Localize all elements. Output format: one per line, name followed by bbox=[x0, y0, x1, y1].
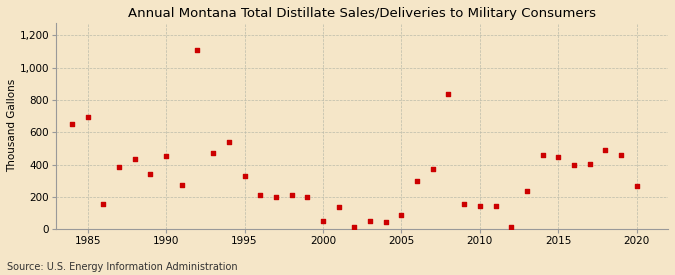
Point bbox=[380, 220, 391, 224]
Point bbox=[537, 153, 548, 157]
Point bbox=[600, 148, 611, 152]
Point bbox=[616, 153, 626, 157]
Point bbox=[98, 202, 109, 206]
Point bbox=[67, 122, 78, 127]
Point bbox=[130, 157, 140, 161]
Point bbox=[223, 140, 234, 144]
Point bbox=[349, 224, 360, 229]
Point bbox=[286, 193, 297, 197]
Point bbox=[333, 205, 344, 210]
Title: Annual Montana Total Distillate Sales/Deliveries to Military Consumers: Annual Montana Total Distillate Sales/De… bbox=[128, 7, 596, 20]
Text: Source: U.S. Energy Information Administration: Source: U.S. Energy Information Administ… bbox=[7, 262, 238, 272]
Point bbox=[631, 183, 642, 188]
Point bbox=[208, 151, 219, 155]
Point bbox=[145, 172, 156, 177]
Point bbox=[568, 162, 579, 167]
Point bbox=[271, 195, 281, 199]
Point bbox=[553, 155, 564, 160]
Point bbox=[412, 178, 423, 183]
Point bbox=[490, 204, 501, 208]
Point bbox=[427, 166, 438, 171]
Point bbox=[475, 204, 485, 208]
Point bbox=[396, 213, 407, 218]
Point bbox=[302, 195, 313, 199]
Point bbox=[113, 165, 124, 169]
Point bbox=[364, 219, 375, 223]
Point bbox=[161, 153, 171, 158]
Point bbox=[585, 161, 595, 166]
Point bbox=[239, 174, 250, 178]
Point bbox=[506, 225, 516, 230]
Point bbox=[443, 91, 454, 96]
Point bbox=[255, 193, 266, 197]
Point bbox=[82, 115, 93, 119]
Point bbox=[176, 183, 187, 187]
Y-axis label: Thousand Gallons: Thousand Gallons bbox=[7, 79, 17, 172]
Point bbox=[459, 202, 470, 206]
Point bbox=[192, 48, 203, 52]
Point bbox=[522, 189, 533, 193]
Point bbox=[317, 219, 328, 223]
